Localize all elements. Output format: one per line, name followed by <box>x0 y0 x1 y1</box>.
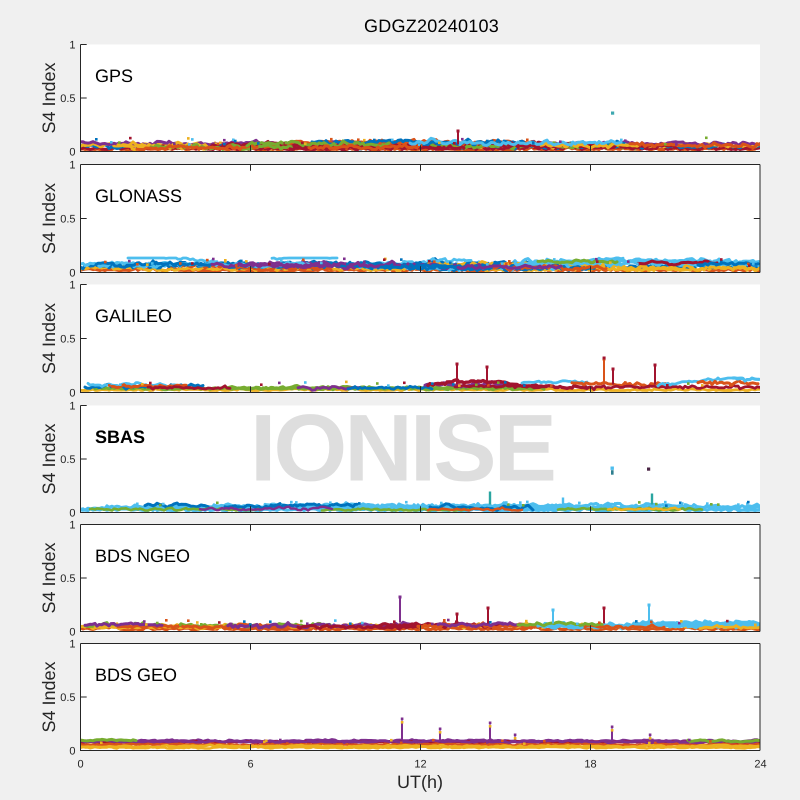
svg-text:S4 Index: S4 Index <box>39 62 59 133</box>
svg-text:1: 1 <box>69 160 75 172</box>
svg-text:0: 0 <box>69 627 75 639</box>
svg-text:1: 1 <box>69 40 75 52</box>
svg-text:0.5: 0.5 <box>60 692 75 704</box>
svg-text:BDS NGEO: BDS NGEO <box>95 546 190 566</box>
svg-text:6: 6 <box>247 759 253 771</box>
svg-text:24: 24 <box>754 759 766 771</box>
svg-text:S4 Index: S4 Index <box>39 303 59 374</box>
svg-text:1: 1 <box>69 520 75 532</box>
svg-text:SBAS: SBAS <box>95 427 145 447</box>
svg-text:0: 0 <box>69 147 75 159</box>
svg-text:0: 0 <box>69 746 75 758</box>
svg-text:1: 1 <box>69 639 75 651</box>
svg-text:BDS GEO: BDS GEO <box>95 665 177 685</box>
svg-text:0.5: 0.5 <box>60 93 75 105</box>
svg-text:UT(h): UT(h) <box>397 772 443 792</box>
svg-text:S4 Index: S4 Index <box>39 661 59 732</box>
svg-text:0.5: 0.5 <box>60 454 75 466</box>
svg-text:1: 1 <box>69 280 75 292</box>
svg-text:0.5: 0.5 <box>60 214 75 226</box>
svg-text:0: 0 <box>77 759 83 771</box>
svg-text:0: 0 <box>69 388 75 400</box>
svg-text:GDGZ20240103: GDGZ20240103 <box>364 16 499 36</box>
svg-text:0: 0 <box>69 268 75 280</box>
svg-text:0: 0 <box>69 508 75 520</box>
svg-text:IONISE: IONISE <box>250 396 554 502</box>
svg-text:S4 Index: S4 Index <box>39 183 59 254</box>
svg-text:S4 Index: S4 Index <box>39 542 59 613</box>
svg-text:GLONASS: GLONASS <box>95 186 182 206</box>
svg-text:18: 18 <box>584 759 596 771</box>
svg-text:0.5: 0.5 <box>60 334 75 346</box>
svg-text:GPS: GPS <box>95 66 133 86</box>
svg-text:12: 12 <box>414 759 426 771</box>
svg-text:S4 Index: S4 Index <box>39 423 59 494</box>
svg-text:0.5: 0.5 <box>60 573 75 585</box>
svg-text:GALILEO: GALILEO <box>95 306 172 326</box>
svg-text:1: 1 <box>69 401 75 413</box>
